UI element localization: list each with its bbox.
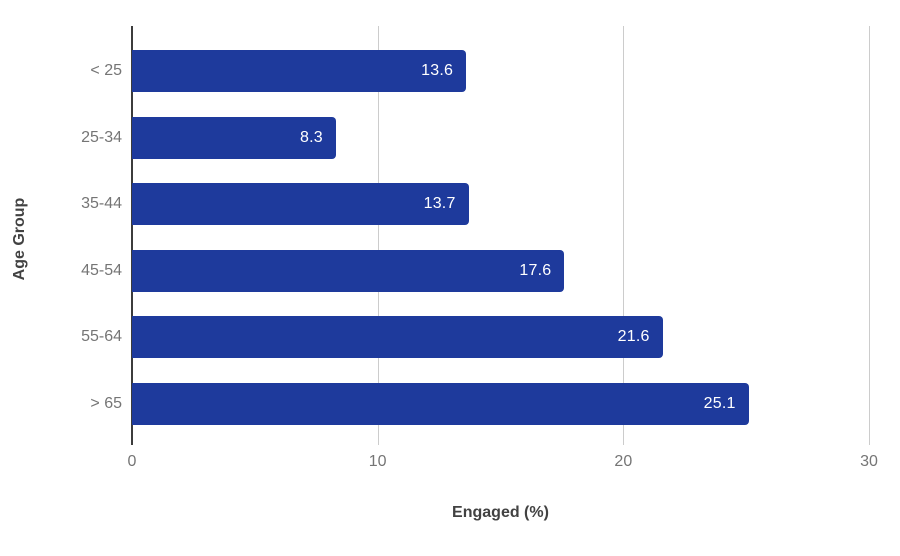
x-tick-label-0: 0 [127, 453, 137, 470]
x-tick-label-20: 20 [614, 453, 633, 470]
bar-value-label: 13.7 [423, 195, 456, 213]
gridline-30 [869, 26, 870, 445]
x-axis-title: Engaged (%) [452, 504, 549, 521]
bar-<25[interactable]: 13.6 [132, 50, 467, 93]
category-label: 35-44 [81, 195, 122, 213]
x-tick-label-30: 30 [860, 453, 878, 470]
bar->65[interactable]: 25.1 [132, 382, 749, 425]
bar-55-64[interactable]: 21.6 [132, 316, 663, 359]
bar-35-44[interactable]: 13.7 [132, 183, 469, 226]
bar-value-label: 8.3 [300, 128, 323, 146]
category-label: 45-54 [81, 261, 122, 279]
y-axis-baseline [131, 26, 133, 445]
category-label: 25-34 [81, 128, 122, 146]
gridline-20 [623, 26, 625, 445]
category-label: > 65 [90, 394, 122, 412]
gridline-10 [377, 26, 379, 445]
bar-value-label: 17.6 [519, 261, 552, 279]
bar-value-label: 21.6 [617, 328, 650, 346]
x-tick-label-10: 10 [368, 453, 387, 470]
bar-value-label: 13.6 [421, 62, 454, 80]
bar-value-label: 25.1 [703, 394, 736, 412]
bar-25-34[interactable]: 8.3 [132, 116, 336, 159]
bar-45-54[interactable]: 17.6 [132, 249, 565, 292]
category-label: < 25 [90, 62, 122, 80]
category-label: 55-64 [81, 328, 122, 346]
